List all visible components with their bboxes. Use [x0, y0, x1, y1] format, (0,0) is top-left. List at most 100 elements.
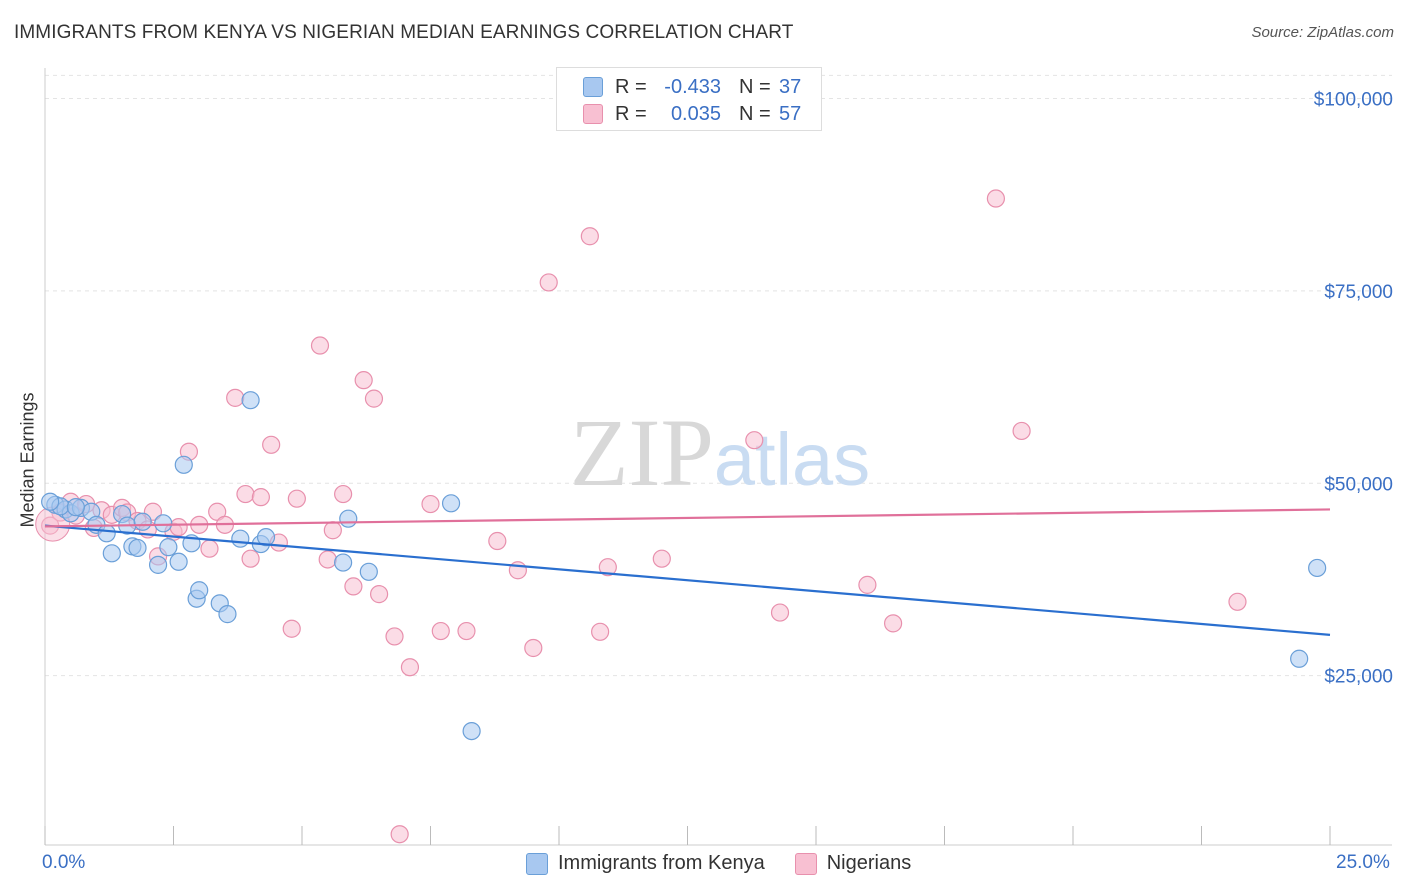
data-point — [858, 575, 877, 594]
y-tick-label: $25,000 — [1324, 667, 1393, 688]
data-point — [200, 539, 219, 558]
series-legend: Immigrants from Kenya Nigerians — [526, 852, 941, 875]
legend-n-label: N = — [739, 102, 771, 125]
y-tick-label: $75,000 — [1324, 282, 1393, 303]
data-point — [457, 621, 476, 641]
data-point — [169, 518, 188, 537]
legend-r-value: -0.433 — [664, 75, 721, 98]
legend-row-kenya: R = -0.433 N = 37 — [583, 74, 801, 100]
y-tick-label: $50,000 — [1324, 474, 1393, 495]
data-point — [241, 549, 260, 568]
data-point — [1228, 592, 1247, 611]
data-point — [102, 544, 121, 563]
data-point — [1012, 421, 1031, 441]
data-point — [334, 484, 353, 504]
y-tick-label: $100,000 — [1314, 89, 1393, 110]
data-point — [133, 512, 152, 531]
legend-item-kenya[interactable]: Immigrants from Kenya — [526, 852, 765, 875]
data-point — [282, 619, 301, 638]
grid-lines — [45, 74, 1392, 677]
axes — [44, 68, 1392, 846]
data-point — [344, 577, 363, 596]
legend-r-label: R = — [615, 75, 647, 98]
y-tick-labels: $25,000 $50,000 $75,000 $100,000 — [1314, 89, 1393, 687]
data-point — [745, 431, 764, 450]
data-point — [218, 605, 237, 624]
legend-item-nigerians[interactable]: Nigerians — [794, 852, 912, 875]
legend-label-nigerians: Nigerians — [826, 852, 912, 874]
legend-n-value: 37 — [779, 75, 802, 98]
data-point — [385, 627, 404, 646]
data-point — [488, 531, 507, 551]
data-point — [539, 273, 558, 292]
data-point — [323, 521, 342, 540]
data-point — [339, 509, 358, 528]
data-point — [241, 391, 260, 410]
data-point — [251, 488, 270, 507]
legend-row-nigerians: R = 0.035 N = 57 — [583, 101, 801, 127]
stats-legend: R = -0.433 N = 37 R = 0.035 N = 57 — [556, 67, 822, 131]
data-point — [262, 435, 281, 454]
data-point — [370, 585, 389, 604]
data-point — [169, 552, 188, 571]
data-point — [359, 562, 378, 581]
trend-lines — [44, 508, 1331, 636]
data-point — [66, 498, 85, 517]
source-label: Source: ZipAtlas.com — [1251, 24, 1394, 41]
data-point — [256, 528, 276, 547]
data-point — [174, 455, 193, 474]
data-point — [318, 550, 337, 569]
legend-n-value: 57 — [779, 102, 802, 125]
watermark: ZIPatlas — [570, 399, 870, 506]
data-point — [159, 538, 178, 557]
legend-label-kenya: Immigrants from Kenya — [558, 852, 765, 874]
data-point — [190, 581, 209, 600]
legend-r-label: R = — [615, 102, 647, 125]
series-nigerians — [35, 189, 1247, 844]
data-point — [354, 371, 373, 390]
watermark-zip: ZIP — [570, 399, 714, 506]
data-point — [154, 514, 173, 533]
data-point — [986, 189, 1006, 208]
data-point — [770, 603, 790, 622]
data-point — [580, 227, 599, 246]
legend-swatch-nigerians — [583, 104, 603, 124]
data-point — [1308, 558, 1327, 578]
data-point — [390, 825, 409, 844]
data-point — [441, 494, 461, 513]
legend-swatch-kenya — [583, 77, 603, 97]
data-point — [364, 389, 384, 408]
data-point — [591, 622, 610, 641]
data-point — [1290, 649, 1309, 668]
legend-swatch-nigerians — [794, 852, 817, 875]
data-point — [400, 658, 420, 677]
watermark-atlas: atlas — [714, 418, 870, 501]
data-point — [652, 549, 671, 568]
data-point — [41, 492, 60, 511]
data-point — [310, 336, 330, 355]
trend-line — [44, 524, 1331, 636]
data-point — [236, 484, 255, 504]
legend-n-label: N = — [739, 75, 771, 98]
data-point — [598, 558, 617, 577]
chart-title: IMMIGRANTS FROM KENYA VS NIGERIAN MEDIAN… — [14, 22, 794, 43]
data-point — [334, 553, 353, 572]
trend-line — [44, 508, 1331, 528]
data-point — [883, 614, 903, 633]
data-point — [97, 524, 116, 543]
data-point — [287, 489, 306, 508]
data-point — [462, 721, 481, 741]
data-point — [431, 621, 450, 641]
data-point — [226, 388, 245, 407]
x-min-label: 0.0% — [42, 852, 86, 873]
data-point — [148, 555, 168, 574]
data-point — [128, 538, 147, 558]
data-point — [524, 638, 543, 658]
x-max-label: 25.0% — [1336, 852, 1390, 873]
data-point — [231, 529, 250, 548]
data-point — [421, 494, 440, 514]
legend-swatch-kenya — [526, 852, 548, 875]
y-axis-title: Median Earnings — [17, 392, 38, 528]
legend-r-value: 0.035 — [670, 102, 721, 125]
